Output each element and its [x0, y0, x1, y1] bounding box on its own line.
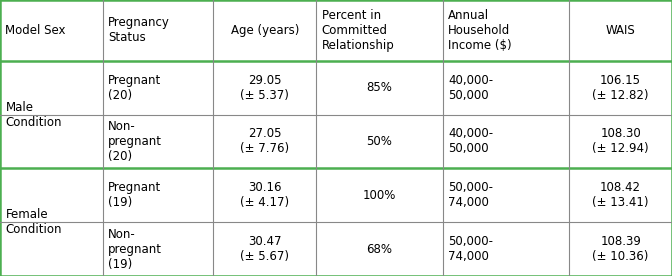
Text: Non-
pregnant
(19): Non- pregnant (19)	[108, 228, 162, 270]
Text: 106.15
(± 12.82): 106.15 (± 12.82)	[592, 74, 649, 102]
Text: Annual
Household
Income ($): Annual Household Income ($)	[448, 9, 512, 52]
Text: 27.05
(± 7.76): 27.05 (± 7.76)	[241, 128, 290, 155]
Text: Pregnancy
Status: Pregnancy Status	[108, 16, 170, 44]
Text: Model Sex: Model Sex	[5, 24, 66, 37]
Text: Age (years): Age (years)	[230, 24, 299, 37]
Text: 30.47
(± 5.67): 30.47 (± 5.67)	[241, 235, 290, 263]
Text: Non-
pregnant
(20): Non- pregnant (20)	[108, 120, 162, 163]
Text: Pregnant
(20): Pregnant (20)	[108, 74, 161, 102]
Text: 100%: 100%	[363, 189, 396, 202]
Text: 40,000-
50,000: 40,000- 50,000	[448, 128, 493, 155]
Text: Male
Condition: Male Condition	[5, 100, 62, 129]
Text: 108.42
(± 13.41): 108.42 (± 13.41)	[592, 181, 649, 209]
Text: 108.30
(± 12.94): 108.30 (± 12.94)	[592, 128, 649, 155]
Text: 108.39
(± 10.36): 108.39 (± 10.36)	[593, 235, 648, 263]
Text: 29.05
(± 5.37): 29.05 (± 5.37)	[241, 74, 289, 102]
Text: 30.16
(± 4.17): 30.16 (± 4.17)	[241, 181, 290, 209]
Text: 85%: 85%	[366, 81, 392, 94]
Text: 50,000-
74,000: 50,000- 74,000	[448, 235, 493, 263]
Text: Percent in
Committed
Relationship: Percent in Committed Relationship	[322, 9, 394, 52]
Text: 50%: 50%	[366, 135, 392, 148]
Text: 40,000-
50,000: 40,000- 50,000	[448, 74, 493, 102]
Text: Pregnant
(19): Pregnant (19)	[108, 181, 161, 209]
Text: WAIS: WAIS	[605, 24, 636, 37]
Text: 50,000-
74,000: 50,000- 74,000	[448, 181, 493, 209]
Text: 68%: 68%	[366, 243, 392, 256]
Text: Female
Condition: Female Condition	[5, 208, 62, 236]
